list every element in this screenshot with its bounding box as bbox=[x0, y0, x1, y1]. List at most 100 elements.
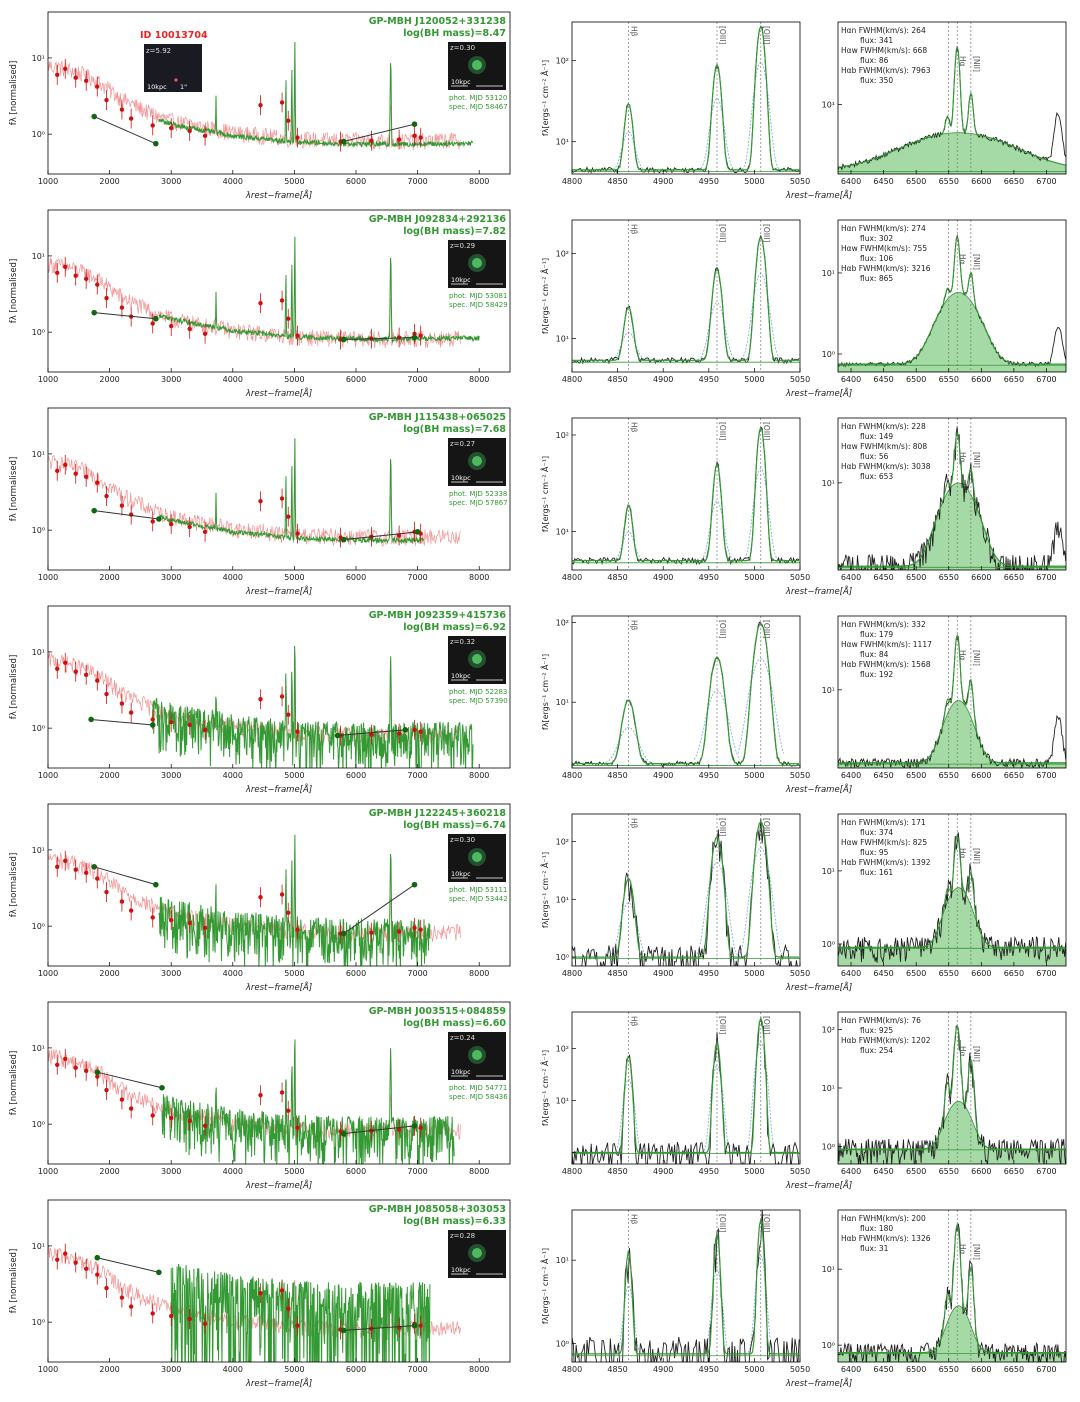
phot-point bbox=[95, 1272, 100, 1277]
ha-panel: Hα [NII] 6400 6450 6500 6550 6600 6650 6700 10⁰ 10… bbox=[822, 219, 1067, 384]
sed-xtick-label: 7000 bbox=[407, 1167, 427, 1176]
phot-point bbox=[83, 78, 89, 84]
sed-xtick-label: 6000 bbox=[346, 969, 366, 978]
fwhm-annotation: Hαb FWHM(km/s): 3216 bbox=[841, 264, 931, 273]
galaxy-core bbox=[472, 258, 482, 268]
sed-xlabel: λrest−frame[Å] bbox=[245, 981, 312, 993]
wise-segment bbox=[343, 884, 415, 934]
hb-xtick-label: 4900 bbox=[653, 1365, 673, 1374]
sed-xtick-label: 2000 bbox=[99, 1167, 119, 1176]
sed-xtick-label: 6000 bbox=[346, 1167, 366, 1176]
ha-panel: Hα [NII] 6400 6450 6500 6550 6600 6650 6700 10⁰ 10… bbox=[822, 1209, 1067, 1374]
ha-model-line bbox=[838, 235, 1066, 365]
fwhm-annotation: Hαw FWHM(km/s): 668 bbox=[841, 46, 927, 55]
phot-point bbox=[63, 660, 68, 665]
phot-point bbox=[95, 480, 100, 485]
phot-point bbox=[286, 118, 291, 123]
fwhm-annotation: Hαb FWHM(km/s): 1568 bbox=[841, 660, 931, 669]
sed-xtick-label: 5000 bbox=[284, 375, 304, 384]
ha-xtick-label: 6450 bbox=[873, 177, 893, 186]
ha-line-label: [NII] bbox=[972, 650, 981, 666]
phot-point bbox=[63, 264, 68, 269]
hb-xtick-label: 4950 bbox=[699, 573, 719, 582]
hb-xtick-label: 5050 bbox=[790, 771, 810, 780]
galex-point bbox=[153, 315, 159, 322]
fwhm-annotation: Hαb FWHM(km/s): 1326 bbox=[841, 1234, 931, 1243]
hb-spectrum-line bbox=[572, 621, 800, 768]
thumb-scale-label: 10kpc bbox=[451, 1266, 471, 1274]
ha-xtick-label: 6550 bbox=[939, 771, 959, 780]
object-name: GP-MBH J115438+065025 bbox=[369, 412, 506, 423]
phot-point bbox=[418, 927, 423, 932]
ha-spectrum-line bbox=[838, 1025, 1066, 1164]
hb-ytick-label: 10² bbox=[556, 250, 569, 259]
sed-xtick-label: 2000 bbox=[99, 771, 119, 780]
sed-ytick-label: 10¹ bbox=[32, 846, 45, 855]
ha-broad-component bbox=[838, 1101, 1066, 1164]
phot-point bbox=[202, 727, 208, 733]
galaxy-core bbox=[472, 1050, 482, 1060]
hb-ylabel: fλ[ergs⁻¹ cm⁻² Å⁻¹] bbox=[539, 258, 550, 334]
fwhm-annotation: Hαw FWHM(km/s): 755 bbox=[841, 244, 927, 253]
phot-point bbox=[55, 666, 60, 672]
sed-ytick-label: 10¹ bbox=[32, 450, 45, 459]
ha-ytick-label: 10⁰ bbox=[822, 940, 835, 949]
ha-line-label: Hα bbox=[958, 650, 967, 661]
phot-point bbox=[119, 503, 125, 508]
phot-point bbox=[258, 1092, 263, 1098]
object-name: GP-MBH J003515+084859 bbox=[369, 1006, 506, 1017]
zoom-xlabel: λrest−frame[Å] bbox=[785, 387, 852, 399]
spec-mjd: spec. MJD 58429 bbox=[449, 301, 508, 309]
ha-line-label: [NII] bbox=[972, 1244, 981, 1260]
ha-frame bbox=[837, 417, 1067, 571]
ha-xtick-label: 6700 bbox=[1036, 177, 1056, 186]
fwhm-annotation: Hαw FWHM(km/s): 808 bbox=[841, 442, 927, 451]
hb-xtick-label: 5050 bbox=[790, 969, 810, 978]
ha-frame bbox=[837, 615, 1067, 769]
hb-line-label: [OIII] bbox=[762, 1214, 771, 1232]
hb-component-line bbox=[605, 726, 652, 763]
phot-point bbox=[418, 333, 423, 338]
hb-xtick-label: 4800 bbox=[562, 1365, 582, 1374]
phot-point bbox=[279, 100, 285, 105]
phot-point bbox=[202, 529, 208, 535]
hb-spectrum-line bbox=[572, 234, 800, 365]
hb-xtick-label: 4900 bbox=[653, 375, 673, 384]
phot-point bbox=[369, 138, 374, 143]
phot-mjd: phot. MJD 52283 bbox=[449, 688, 507, 696]
wise-point bbox=[340, 1327, 347, 1334]
phot-point bbox=[150, 1113, 155, 1118]
ha-xtick-label: 6600 bbox=[971, 177, 991, 186]
ha-panel: Hα [NII] 6400 6450 6500 6550 6600 6650 6700 10⁰ 10… bbox=[822, 1011, 1067, 1176]
sed-xtick-label: 2000 bbox=[99, 573, 119, 582]
galaxy-core bbox=[472, 60, 482, 70]
phot-point bbox=[104, 1087, 109, 1093]
galex-segment bbox=[94, 312, 156, 320]
phot-point bbox=[119, 701, 125, 706]
phot-point bbox=[55, 468, 60, 474]
sed-xlabel: λrest−frame[Å] bbox=[245, 1179, 312, 1191]
phot-point bbox=[95, 678, 100, 683]
ha-panel: Hα [NII] 6400 6450 6500 6550 6600 6650 6700 10¹ Hα… bbox=[822, 417, 1067, 582]
thumb-z-label: z=0.28 bbox=[450, 1232, 475, 1240]
wise-segment bbox=[343, 531, 418, 541]
galaxy-core bbox=[472, 456, 482, 466]
hb-xtick-label: 5050 bbox=[790, 573, 810, 582]
wise-point bbox=[411, 1123, 418, 1129]
sed-xtick-label: 7000 bbox=[407, 177, 427, 186]
wise-point bbox=[411, 1322, 418, 1329]
phot-point bbox=[187, 920, 192, 926]
phot-point bbox=[95, 84, 100, 89]
hb-frame bbox=[571, 21, 801, 175]
ha-panel: Hα [NII] 6400 6450 6500 6550 6600 6650 6700 10¹ Hα… bbox=[822, 21, 1067, 186]
sed-panel: 1000 2000 3000 4000 5000 6000 7000 8000 λrest−fr… bbox=[9, 803, 511, 993]
ha-model-line bbox=[838, 633, 1066, 764]
wise-point bbox=[414, 529, 421, 535]
hb-ytick-label: 10¹ bbox=[556, 698, 569, 707]
ha-ytick-label: 10¹ bbox=[822, 269, 835, 278]
spec-mjd: spec. MJD 53442 bbox=[449, 895, 508, 903]
hb-component-line bbox=[694, 97, 740, 171]
bh-mass-label: log(BH mass)=7.82 bbox=[403, 226, 506, 237]
spectrum-line bbox=[152, 645, 474, 768]
